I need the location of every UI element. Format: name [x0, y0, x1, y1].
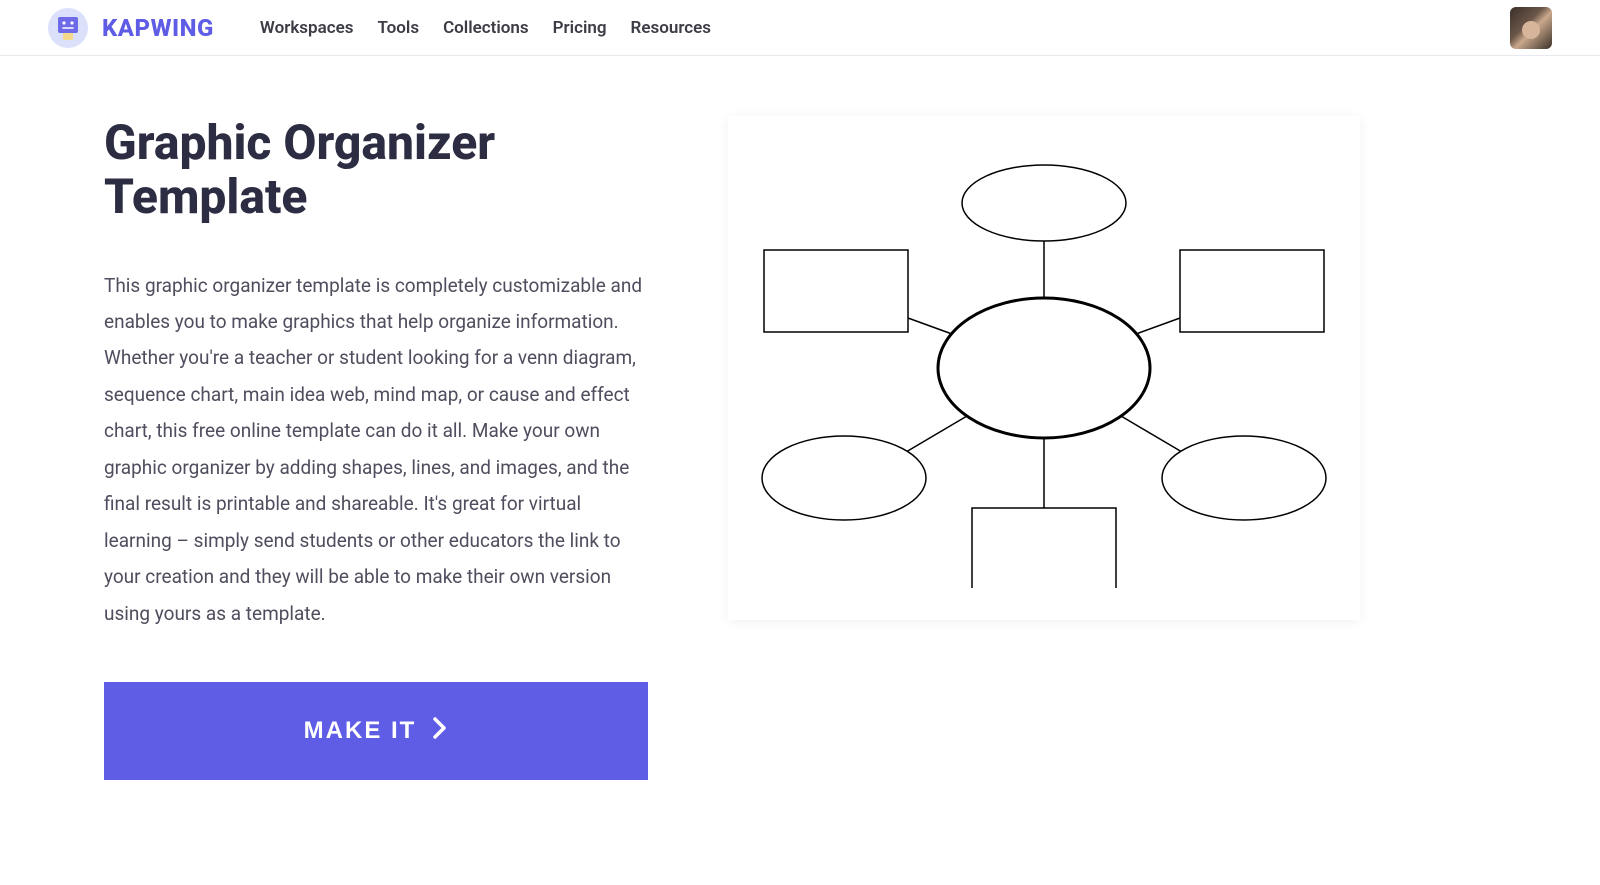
nav-tools[interactable]: Tools [378, 18, 420, 38]
nav-pricing[interactable]: Pricing [553, 18, 607, 38]
make-it-button[interactable]: MAKE IT [104, 682, 648, 780]
site-header: KAPWING Workspaces Tools Collections Pri… [0, 0, 1600, 56]
graphic-organizer-diagram [754, 148, 1334, 588]
right-column [728, 116, 1496, 780]
logo-group[interactable]: KAPWING [48, 8, 214, 48]
brand-text: KAPWING [102, 14, 214, 42]
page-description: This graphic organizer template is compl… [104, 268, 648, 633]
template-preview[interactable] [728, 116, 1360, 620]
user-avatar[interactable] [1510, 7, 1552, 49]
cta-label: MAKE IT [304, 717, 417, 745]
nav-workspaces[interactable]: Workspaces [260, 18, 354, 38]
left-column: Graphic Organizer Template This graphic … [104, 116, 648, 780]
chevron-right-icon [432, 715, 448, 747]
nav-resources[interactable]: Resources [631, 18, 712, 38]
logo-icon [48, 8, 88, 48]
main-content: Graphic Organizer Template This graphic … [0, 56, 1600, 820]
page-title: Graphic Organizer Template [104, 116, 648, 224]
main-nav: Workspaces Tools Collections Pricing Res… [260, 18, 711, 38]
nav-collections[interactable]: Collections [443, 18, 529, 38]
